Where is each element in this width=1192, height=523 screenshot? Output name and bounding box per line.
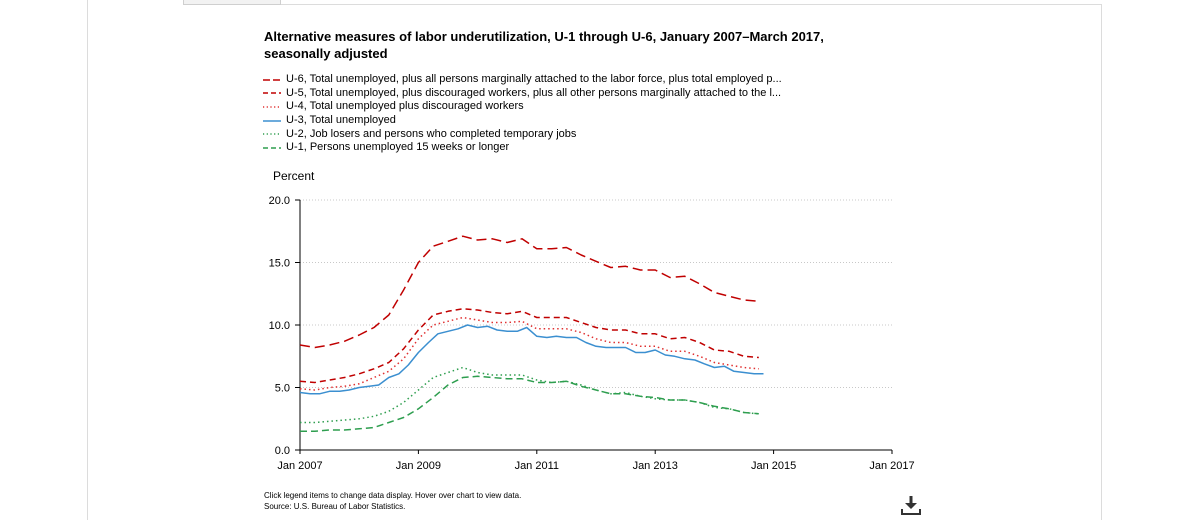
legend-label: U-3, Total unemployed <box>286 114 396 127</box>
footnote-instructions: Click legend items to change data displa… <box>264 491 522 500</box>
series-line-u6[interactable] <box>299 235 759 349</box>
x-tick-label: Jan 2013 <box>633 460 678 472</box>
x-tick-label: Jan 2007 <box>277 460 322 472</box>
x-tick-label: Jan 2017 <box>869 460 914 472</box>
legend-swatch <box>263 79 281 81</box>
x-tick-label: Jan 2011 <box>515 460 559 472</box>
tab-stub[interactable] <box>183 0 281 5</box>
legend-item[interactable]: U-2, Job losers and persons who complete… <box>262 127 882 141</box>
chart-title: Alternative measures of labor underutili… <box>264 29 824 61</box>
chart-footnote: Click legend items to change data displa… <box>264 490 521 512</box>
legend-item[interactable]: U-4, Total unemployed plus discouraged w… <box>262 100 882 114</box>
download-button[interactable] <box>898 494 924 518</box>
legend-item[interactable]: U-1, Persons unemployed 15 weeks or long… <box>262 141 882 155</box>
y-tick-label: 15.0 <box>269 258 290 270</box>
page-frame-right <box>1101 4 1102 520</box>
legend-item[interactable]: U-3, Total unemployed <box>262 114 882 128</box>
chart-legend: U-6, Total unemployed, plus all persons … <box>262 73 882 155</box>
page-frame-top <box>183 4 1102 5</box>
x-tick-label: Jan 2015 <box>751 460 796 472</box>
y-tick-label: 20.0 <box>269 195 290 207</box>
series-line-u4[interactable] <box>299 316 759 391</box>
x-tick-label: Jan 2009 <box>396 460 441 472</box>
legend-label: U-1, Persons unemployed 15 weeks or long… <box>286 141 510 154</box>
legend-swatch <box>263 147 281 149</box>
legend-swatch <box>263 133 281 135</box>
series-line-u2[interactable] <box>300 366 759 424</box>
series-line-u5[interactable] <box>299 308 759 384</box>
series-line-u3[interactable] <box>299 324 764 395</box>
legend-label: U-2, Job losers and persons who complete… <box>286 127 577 140</box>
y-tick-label: 0.0 <box>275 445 290 457</box>
legend-swatch <box>263 119 281 122</box>
legend-label: U-5, Total unemployed, plus discouraged … <box>286 86 782 99</box>
y-axis-label: Percent <box>273 169 315 183</box>
footnote-source: Source: U.S. Bureau of Labor Statistics. <box>264 502 406 511</box>
series-line-u1[interactable] <box>300 375 759 433</box>
legend-item[interactable]: U-5, Total unemployed, plus discouraged … <box>262 87 882 101</box>
legend-swatch <box>263 92 281 95</box>
y-tick-label: 5.0 <box>275 383 290 395</box>
legend-label: U-4, Total unemployed plus discouraged w… <box>286 100 524 113</box>
page-frame-left <box>87 0 88 520</box>
legend-swatch <box>263 106 281 108</box>
download-icon <box>901 496 921 515</box>
y-tick-label: 10.0 <box>269 320 290 332</box>
legend-item[interactable]: U-6, Total unemployed, plus all persons … <box>262 73 882 87</box>
legend-label: U-6, Total unemployed, plus all persons … <box>286 73 782 86</box>
